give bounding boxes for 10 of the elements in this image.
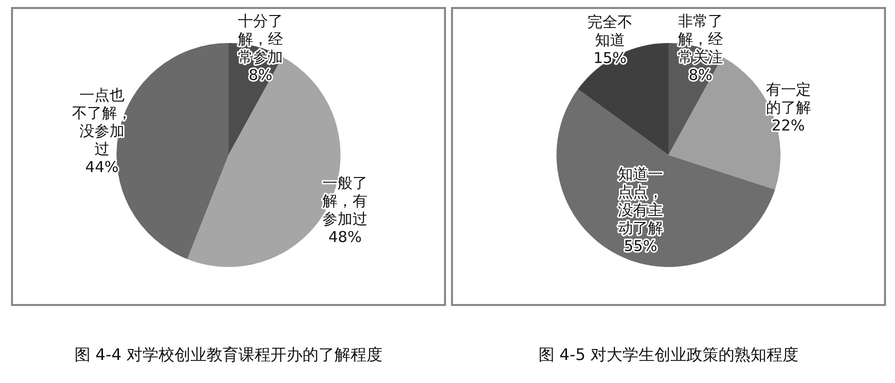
data-label: 44% — [85, 158, 119, 176]
slice-label: 有一定的了解 — [766, 80, 811, 117]
data-label: 22% — [772, 116, 805, 135]
data-label: 8% — [688, 66, 712, 84]
data-label: 55% — [624, 236, 658, 255]
data-label: 48% — [328, 228, 362, 246]
text: 图 4-4 对学校创业教育课程开办的了解程度 — [74, 345, 383, 364]
slice-label: 完全不知道 — [588, 13, 633, 50]
data-label: 8% — [248, 66, 272, 84]
text: 图 4-5 对大学生创业政策的熟知程度 — [538, 345, 799, 364]
